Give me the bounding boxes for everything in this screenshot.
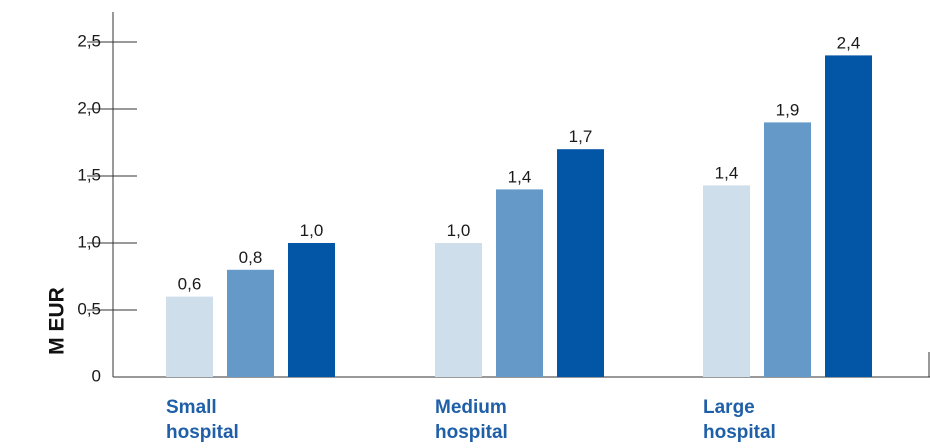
- y-tick-label: 1,0: [77, 232, 101, 251]
- category-label-line: Small: [166, 397, 217, 418]
- category-labels: Small hospital Medium hospital Large hospital: [166, 397, 776, 443]
- y-axis-title: M EUR: [46, 287, 69, 355]
- bar: [764, 122, 811, 378]
- data-label: 1,4: [715, 163, 739, 182]
- bar: [825, 55, 872, 378]
- category-label-line: hospital: [435, 422, 508, 443]
- category-label-line: Large: [703, 397, 755, 418]
- data-label: 1,0: [447, 221, 471, 240]
- bar: [703, 185, 750, 377]
- category-label-line: hospital: [166, 422, 239, 443]
- data-label: 0,6: [178, 275, 202, 294]
- bar: [557, 149, 604, 377]
- y-tick-label: 1,5: [77, 165, 101, 184]
- bar: [288, 243, 335, 377]
- category-label: Large hospital: [703, 397, 776, 443]
- data-label: 0,8: [239, 248, 263, 267]
- bar: [435, 243, 482, 377]
- category-label: Small hospital: [166, 397, 239, 443]
- category-label: Medium hospital: [435, 397, 508, 443]
- y-ticks: 0 0,5 1,0 1,5 2,0 2,5: [77, 31, 137, 385]
- category-label-line: Medium: [435, 397, 507, 418]
- bars: [166, 55, 872, 378]
- data-labels: 0,6 1,0 1,4 0,8 1,4 1,9 1,0 1,7 2,4: [178, 33, 861, 293]
- y-tick-label: 2,0: [77, 98, 101, 117]
- data-label: 1,0: [300, 221, 324, 240]
- data-label: 2,4: [837, 33, 861, 52]
- y-tick-label: 2,5: [77, 31, 101, 50]
- category-label-line: hospital: [703, 422, 776, 443]
- data-label: 1,7: [569, 127, 593, 146]
- data-label: 1,4: [508, 167, 532, 186]
- y-tick-label: 0,5: [77, 299, 101, 318]
- data-label: 1,9: [776, 100, 800, 119]
- bar: [166, 296, 213, 377]
- bar: [227, 269, 274, 377]
- bar: [496, 189, 543, 377]
- y-tick-label: 0: [92, 366, 101, 385]
